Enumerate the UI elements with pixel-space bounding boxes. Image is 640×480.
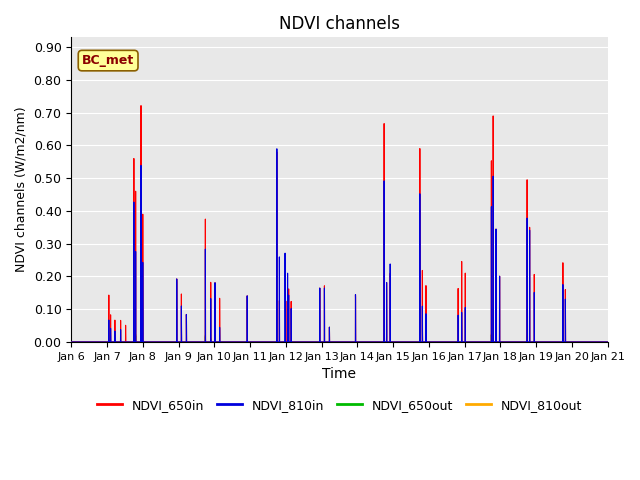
X-axis label: Time: Time <box>323 367 356 381</box>
Legend: NDVI_650in, NDVI_810in, NDVI_650out, NDVI_810out: NDVI_650in, NDVI_810in, NDVI_650out, NDV… <box>92 394 587 417</box>
Text: BC_met: BC_met <box>82 54 134 67</box>
Title: NDVI channels: NDVI channels <box>279 15 400 33</box>
Y-axis label: NDVI channels (W/m2/nm): NDVI channels (W/m2/nm) <box>15 107 28 273</box>
